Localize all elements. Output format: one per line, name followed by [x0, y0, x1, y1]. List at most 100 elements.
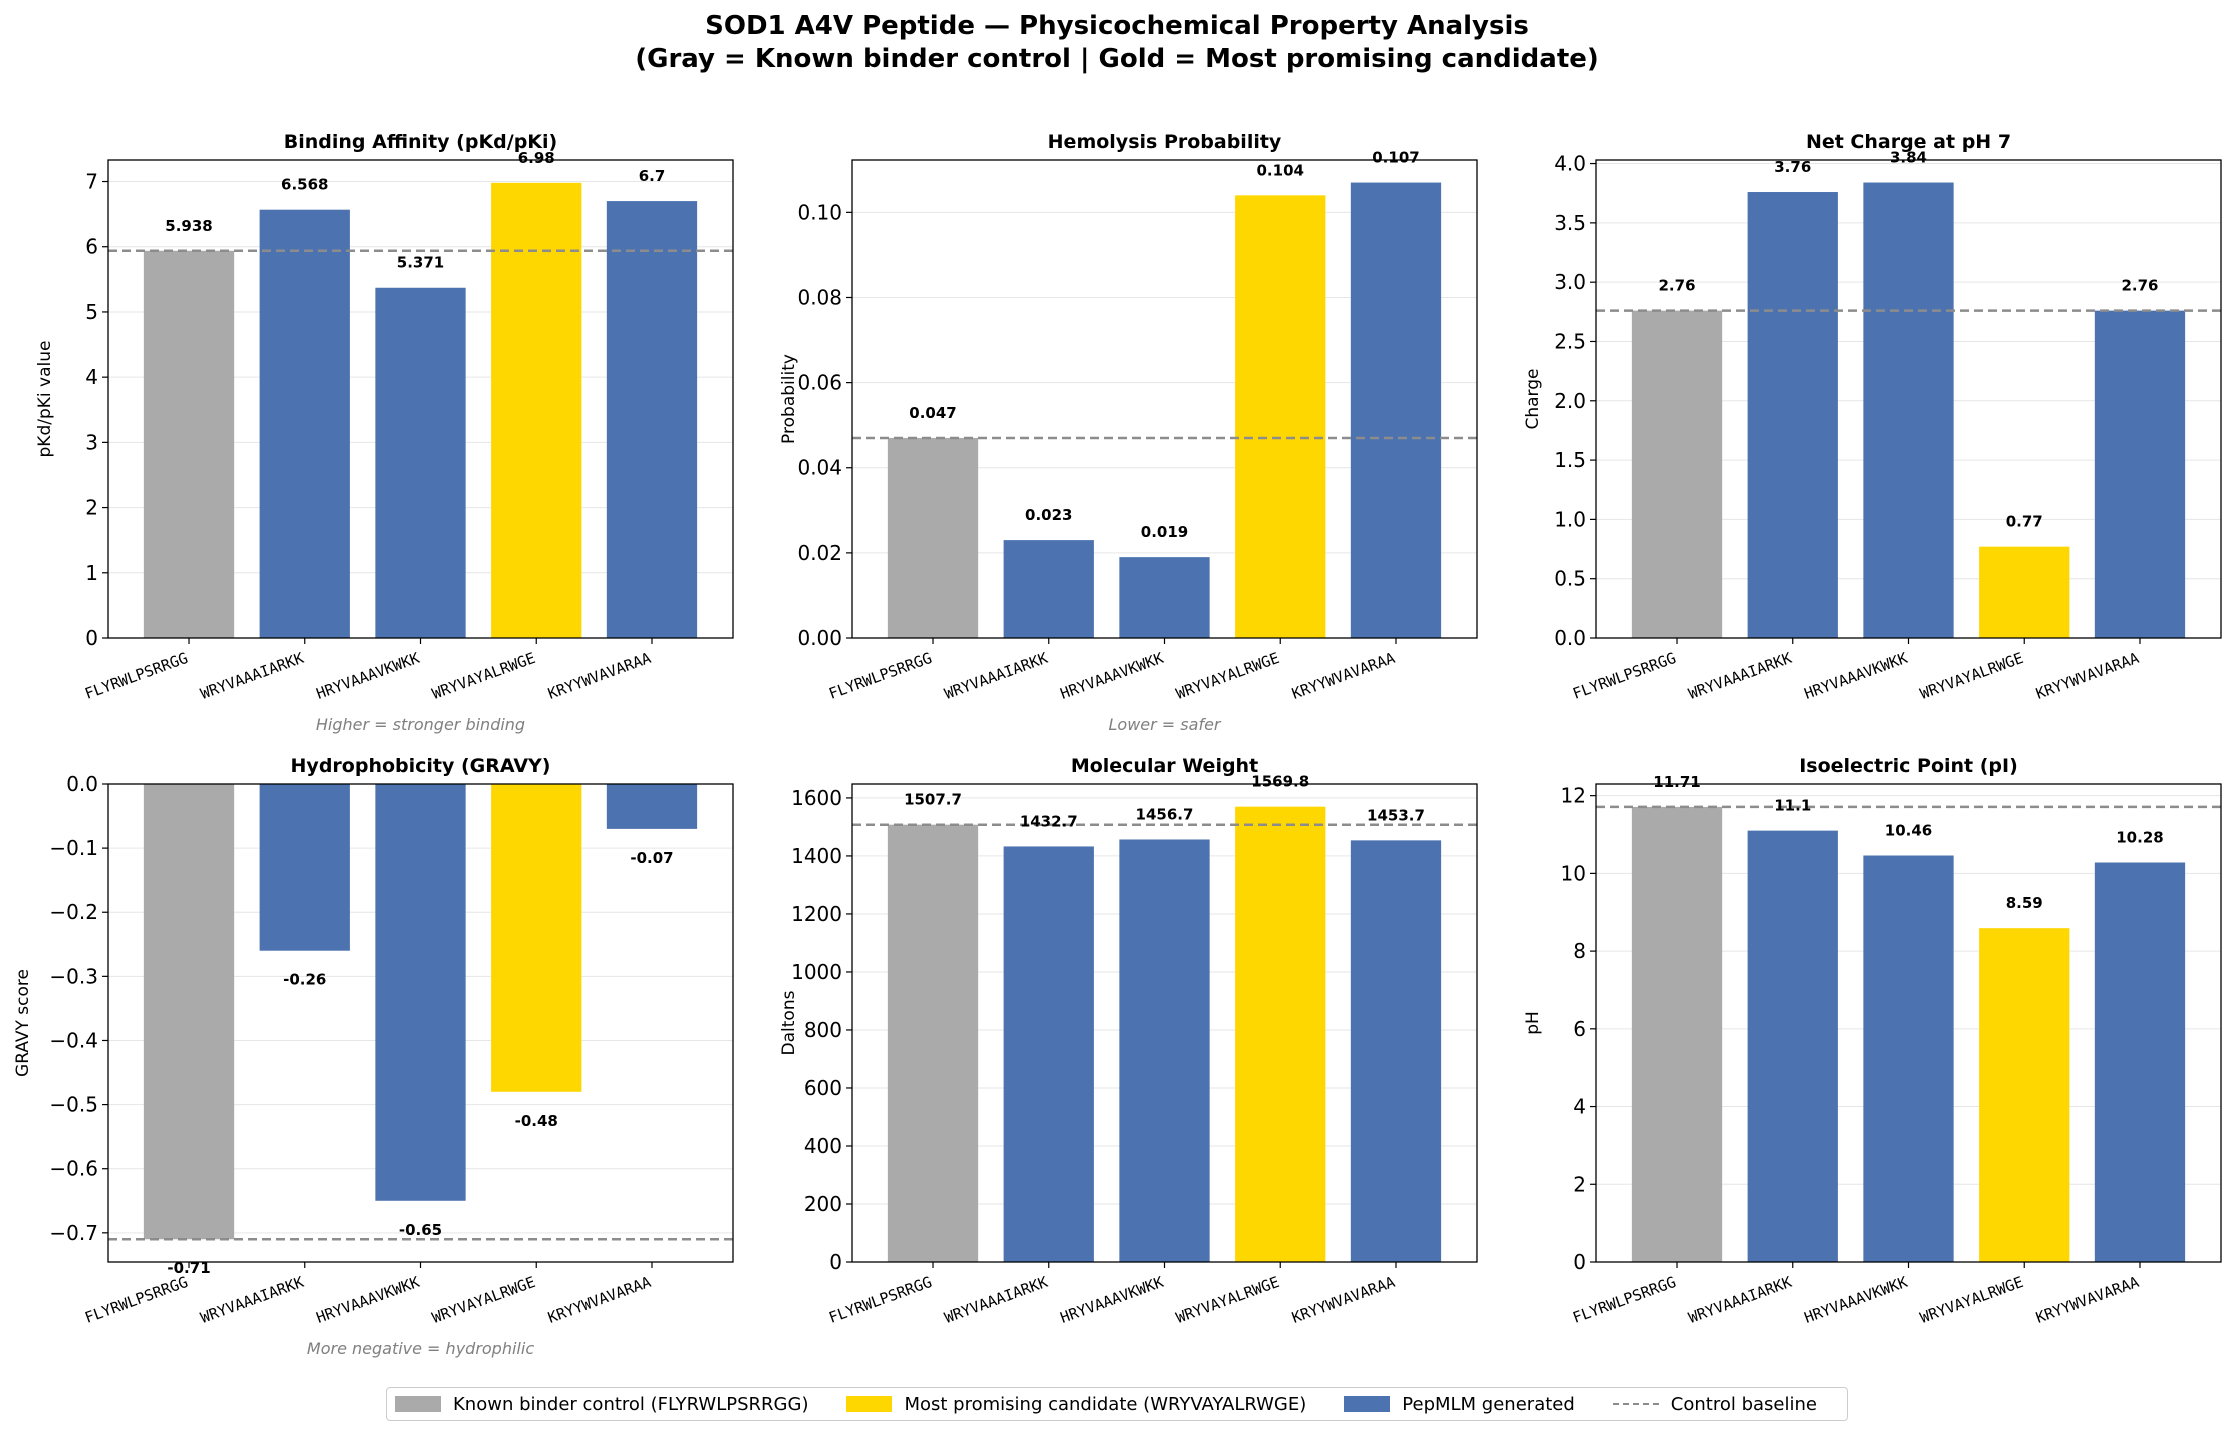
data-label: 2.76 — [1659, 277, 1696, 295]
data-label: 5.938 — [165, 217, 212, 235]
y-tick-label: 0 — [829, 1250, 842, 1274]
bar — [1631, 806, 1723, 1262]
legend-label-generated: PepMLM generated — [1402, 1393, 1575, 1415]
data-label: 6.7 — [639, 167, 666, 185]
bar — [143, 784, 235, 1240]
y-tick-label: 1000 — [791, 960, 842, 984]
y-tick-label: 6 — [1573, 1017, 1586, 1041]
chart-title: Net Charge at pH 7 — [1806, 131, 2011, 153]
x-tick-label: HRYVAAAVKWKK — [1802, 1273, 1910, 1327]
y-tick-label: −0.6 — [49, 1157, 98, 1181]
bar — [1235, 195, 1326, 638]
y-axis-label: Charge — [1523, 368, 1543, 429]
y-tick-label: 600 — [804, 1076, 842, 1100]
y-tick-label: −0.3 — [49, 964, 98, 988]
y-tick-label: 3.0 — [1554, 270, 1586, 294]
data-label: 1432.7 — [1020, 812, 1078, 830]
y-tick-label: 1600 — [791, 786, 842, 810]
data-label: 10.46 — [1885, 822, 1932, 840]
bar — [1003, 846, 1094, 1262]
data-label: 0.107 — [1372, 149, 1419, 167]
bar — [1003, 540, 1094, 638]
bar — [1235, 806, 1326, 1262]
chart-panel-3: 2.76 3.76 3.84 0.77 2.76 0.0 0.5 1.0 1.5 2.0 2.5 3.… — [1523, 131, 2222, 703]
bar — [375, 287, 466, 638]
legend-label-baseline: Control baseline — [1670, 1393, 1817, 1415]
y-tick-label: 1400 — [791, 844, 842, 868]
y-axis-label: pKd/pKi value — [35, 341, 55, 458]
y-tick-label: 0.10 — [797, 200, 842, 224]
y-tick-label: 2 — [85, 496, 98, 520]
chart-title: Binding Affinity (pKd/pKi) — [284, 131, 557, 153]
y-tick-label: 12 — [1561, 784, 1586, 808]
bar — [1119, 839, 1210, 1262]
data-label: 0.019 — [1141, 523, 1188, 541]
y-axis-label: Probability — [779, 354, 799, 444]
x-tick-label: KRYYWVAVARAA — [1289, 1273, 1397, 1327]
bar — [1631, 310, 1723, 638]
legend-label-control: Known binder control (FLYRWLPSRRGG) — [453, 1393, 809, 1415]
data-label: 10.28 — [2116, 829, 2163, 847]
y-axis-label: GRAVY score — [13, 969, 33, 1077]
bar — [1350, 840, 1442, 1262]
y-tick-label: 8 — [1573, 939, 1586, 963]
x-tick-label: HRYVAAAVKWKK — [1802, 649, 1910, 703]
y-tick-label: 0.02 — [797, 541, 842, 565]
data-label: 11.71 — [1653, 773, 1700, 791]
y-tick-label: 0.04 — [797, 456, 842, 480]
y-tick-label: 0 — [85, 626, 98, 650]
y-tick-label: 0.00 — [797, 626, 842, 650]
y-tick-label: 10 — [1561, 861, 1586, 885]
x-tick-label: WRYVAAAIARKK — [1686, 649, 1794, 703]
x-tick-label: KRYYWVAVARAA — [545, 1273, 653, 1327]
bar — [1863, 855, 1954, 1262]
x-tick-label: FLYRWLPSRRGG — [1570, 649, 1678, 703]
data-label: 0.77 — [2006, 513, 2043, 531]
bar — [2094, 862, 2186, 1262]
y-tick-label: 0.5 — [1554, 567, 1586, 591]
y-tick-label: −0.4 — [49, 1028, 98, 1052]
bar — [887, 437, 979, 638]
x-tick-label: WRYVAYALRWGE — [1174, 649, 1282, 703]
x-tick-label: WRYVAAAIARKK — [198, 1273, 306, 1327]
y-tick-label: 3.5 — [1554, 211, 1586, 235]
chart-title: Molecular Weight — [1071, 755, 1258, 777]
y-tick-label: 2 — [1573, 1172, 1586, 1196]
legend-item-generated: PepMLM generated — [1344, 1394, 1575, 1415]
x-tick-label: HRYVAAAVKWKK — [1058, 1273, 1166, 1327]
x-tick-label: WRYVAYALRWGE — [430, 1273, 538, 1327]
figure-title-line-2: (Gray = Known binder control | Gold = Mo… — [635, 44, 1599, 74]
y-tick-label: 7 — [85, 170, 98, 194]
x-tick-label: WRYVAYALRWGE — [430, 649, 538, 703]
bar — [2094, 310, 2186, 638]
y-tick-label: 0.08 — [797, 285, 842, 309]
data-label: -0.71 — [167, 1259, 210, 1277]
legend-swatch-control — [395, 1396, 441, 1412]
chart-note: More negative = hydrophilic — [307, 1339, 534, 1358]
bar — [375, 784, 466, 1201]
data-label: -0.07 — [630, 849, 673, 867]
data-label: 0.023 — [1025, 506, 1072, 524]
y-tick-label: 2.5 — [1554, 329, 1586, 353]
x-tick-label: FLYRWLPSRRGG — [826, 1273, 934, 1327]
y-tick-label: 5 — [85, 300, 98, 324]
data-label: 1569.8 — [1251, 773, 1309, 791]
y-tick-label: 0.0 — [66, 772, 98, 796]
bar — [606, 784, 698, 829]
y-axis-label: Daltons — [779, 990, 799, 1055]
figure-title-line-1: SOD1 A4V Peptide — Physicochemical Prope… — [705, 11, 1529, 41]
x-tick-label: HRYVAAAVKWKK — [314, 1273, 422, 1327]
bar — [1979, 546, 2070, 638]
y-tick-label: 1200 — [791, 902, 842, 926]
chart-note: Higher = stronger binding — [316, 715, 525, 734]
legend-label-candidate: Most promising candidate (WRYVAYALRWGE) — [904, 1393, 1307, 1415]
data-label: -0.48 — [515, 1112, 558, 1130]
figure-title: SOD1 A4V Peptide — Physicochemical Prope… — [0, 10, 2234, 76]
x-tick-label: FLYRWLPSRRGG — [82, 1273, 190, 1327]
x-tick-label: KRYYWVAVARAA — [1289, 649, 1397, 703]
y-tick-label: 4.0 — [1554, 152, 1586, 176]
y-tick-label: 2.0 — [1554, 389, 1586, 413]
x-tick-label: WRYVAYALRWGE — [1174, 1273, 1282, 1327]
chart-note: Lower = safer — [1109, 715, 1222, 734]
